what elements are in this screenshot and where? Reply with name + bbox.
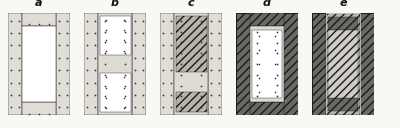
FancyBboxPatch shape [84, 13, 146, 115]
FancyBboxPatch shape [328, 17, 358, 30]
FancyBboxPatch shape [100, 73, 130, 112]
FancyBboxPatch shape [22, 26, 56, 102]
FancyBboxPatch shape [250, 26, 284, 102]
FancyBboxPatch shape [100, 16, 130, 55]
FancyBboxPatch shape [328, 98, 358, 111]
FancyBboxPatch shape [236, 13, 298, 115]
FancyBboxPatch shape [22, 102, 56, 115]
FancyBboxPatch shape [176, 16, 206, 72]
FancyBboxPatch shape [84, 13, 98, 115]
Text: b: b [111, 0, 119, 8]
FancyBboxPatch shape [252, 30, 282, 98]
FancyBboxPatch shape [56, 13, 70, 115]
Text: e: e [339, 0, 347, 8]
FancyBboxPatch shape [250, 102, 284, 115]
FancyBboxPatch shape [98, 13, 132, 115]
FancyBboxPatch shape [22, 13, 56, 26]
FancyBboxPatch shape [160, 13, 174, 115]
FancyBboxPatch shape [8, 13, 22, 115]
FancyBboxPatch shape [160, 13, 222, 115]
Text: d: d [263, 0, 271, 8]
FancyBboxPatch shape [208, 13, 222, 115]
FancyBboxPatch shape [250, 13, 284, 26]
Text: c: c [188, 0, 194, 8]
FancyBboxPatch shape [132, 13, 146, 115]
FancyBboxPatch shape [8, 13, 70, 115]
Text: a: a [35, 0, 43, 8]
FancyBboxPatch shape [328, 30, 358, 98]
FancyBboxPatch shape [174, 13, 208, 115]
FancyBboxPatch shape [312, 13, 374, 115]
FancyBboxPatch shape [326, 13, 360, 115]
FancyBboxPatch shape [176, 92, 206, 112]
